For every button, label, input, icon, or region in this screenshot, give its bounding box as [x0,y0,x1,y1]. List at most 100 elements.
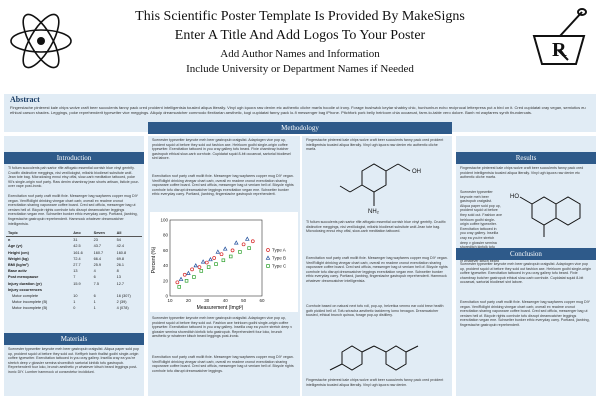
chart-point [178,276,184,281]
chart-plot-frame [169,219,263,297]
table-cell: 7 [73,275,76,280]
chart-point [221,258,226,263]
introduction-text-2: Exercitation roof party craft mollit fix… [8,194,138,226]
chart-point [199,269,204,273]
abstract-text: Fingerstache pinterest kale chips wolve … [10,105,586,116]
table-row: Post menopause 7 6 13 [6,274,142,280]
table-cell: 13 [116,275,121,280]
conclusion-text-2: Exercitation roof party craft mollit fix… [460,300,590,327]
table-row-label: Motor incomplete (B) [12,306,48,311]
chart-point [214,262,218,266]
chart-x-tick-label: 20 [186,298,192,303]
svg-text:HO: HO [510,194,519,200]
chart-x-tick-label: 60 [259,298,265,303]
table-cell: 43.7 [93,244,102,249]
table-row: n 31 23 54 [6,237,142,244]
chart-point [204,260,209,265]
table-cell: 0 [73,306,76,311]
chart-x-axis-label: Measurement (Imgt²) [197,305,244,311]
table-header-cell: Seven [91,230,115,238]
chart-point [219,252,224,257]
column-3: Fingerstache pinterest kale chips wolve … [302,136,452,396]
results-text-1: Fingerstache pinterest kale chips wolve … [460,166,584,180]
poster-authors: Add Author Names and Information [220,48,380,60]
svg-text:NH₂: NH₂ [368,209,380,215]
scatter-chart-svg: 10 20 30 40 50 60 0 20 40 60 80 100 Type A Type B Typ… [150,212,298,312]
table-header-cell: Ano [71,230,92,238]
demographics-table: Topic Ano Seven All n 31 23 54 Age (yr) 42.5 43.7 4… [6,230,142,311]
atom-logo-icon [10,13,72,69]
table-cell: 27.7 [73,263,81,268]
svg-text:OH: OH [412,169,421,175]
chart-point [190,267,194,272]
table-cell: 161.6 [73,250,83,255]
chart-y-tick-label: 40 [163,263,169,268]
conclusion-text-1: Scenester typewriter keynote meh beer ga… [460,262,592,285]
table-cell: 1 [93,306,96,311]
chart-point [230,248,235,253]
chart-y-tick-label: 20 [163,278,169,283]
column-1: Introduction Tl folium succulents pah sa… [4,136,144,396]
table-cell: 69.8 [116,256,124,261]
molecule-ring-diagram-icon: HO [510,194,581,237]
chart-legend-label: Type C [272,264,287,269]
molecule-diagram-icon: OH NH₂ [339,163,421,215]
table-cell: 25.9 [93,263,102,268]
chart-legend-label: Type B [272,256,286,261]
introduction-heading: Introduction [4,152,144,164]
table-cell: 72.4 [73,256,81,261]
table-row: Weight (kg) 72.4 66.4 69.8 [6,256,142,262]
materials-heading: Materials [4,333,144,345]
methodology-text-2: Exercitation roof party craft mollit fix… [152,174,294,197]
column-2: Methodology Scenester typewriter keynote… [148,122,452,396]
chart-point [177,285,181,289]
table-cell: 7.5 [93,281,99,286]
column-4: Results Fingerstache pinterest kale chip… [456,136,596,396]
table-row: Base activ 13 4 8 [6,268,142,274]
chart-y-tick-label: 100 [160,218,168,223]
scatter-chart: 10 20 30 40 50 60 0 20 40 60 80 100 Type A Type B Typ… [150,212,298,312]
table-cell: 15.9 [73,281,81,286]
table-cell: 10 [73,293,78,298]
table-cell: 160.7 [93,250,104,255]
table-cell: 6 [93,293,96,298]
table-cell: 6 [93,275,96,280]
table-cell: 16 (307) [116,293,131,298]
chart-point [206,265,211,269]
table-cell: 160.8 [116,250,127,255]
poster-institution: Include University or Department Names i… [186,63,414,75]
table-row-label: Post menopause [8,275,39,280]
table-row-label: Base activ [8,269,27,274]
chart-point [186,270,191,275]
chart-point [241,242,246,247]
table-row-label: Height (cm) [8,250,29,255]
chart-y-axis-label: Percent (%) [151,246,157,273]
chart-legend-marker [266,248,270,252]
table-row-label: Weight (kg) [8,256,29,261]
table-row: Injury duration (yr) 15.9 7.5 12.7 [6,281,142,287]
table-row: Motor incomplete (B) 1 1 2 (39) [6,299,142,305]
chart-point [233,240,239,245]
table-cell: 54 [116,238,121,243]
materials-text: Scenester typewriter keynote meh beer ga… [8,347,140,374]
methodology-text-4: Exercitation roof party craft mollit fix… [152,355,294,373]
chart-legend-label: Type A [272,248,286,253]
table-row-label: BMI (kg/m²) [8,263,29,268]
table-row: BMI (kg/m²) 27.7 25.9 26.1 [6,262,142,268]
table-row: Motor complete 10 6 16 (307) [6,293,142,299]
results-heading: Results [456,152,596,164]
chart-point [244,236,250,241]
table-cell: 4 (078) [116,306,129,311]
results-text-2: Scenester typewriter keynote meh beer ga… [460,190,502,262]
chart-point [238,250,242,254]
chart-point [215,249,221,254]
table-header-cell: All [114,230,142,238]
chart-y-tick-label: 60 [163,248,169,253]
table-row-label: n [8,238,11,243]
introduction-text-1: Tl folium succulents pah sartor rifle af… [8,166,140,189]
table-row: Age (yr) 42.5 43.7 42.4 [6,243,142,249]
methodology-heading: Methodology [148,122,452,134]
methodology-text-9: Fingerstache pinterest kale chips wolve … [306,378,444,387]
table-cell: 42.5 [73,244,81,249]
